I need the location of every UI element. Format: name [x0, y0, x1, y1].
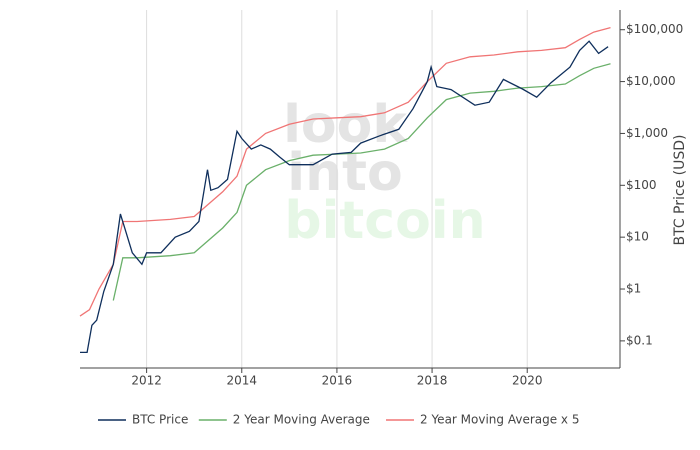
x-tick-label: 2018	[417, 374, 448, 388]
y-tick-label: $10,000	[626, 74, 676, 88]
legend-label: 2 Year Moving Average	[233, 413, 370, 427]
x-tick-label: 2020	[512, 374, 543, 388]
series-line	[79, 26, 611, 317]
y-tick-label: $10	[626, 230, 649, 244]
y-tick-label: $100	[626, 178, 657, 192]
legend-label: 2 Year Moving Average x 5	[420, 413, 579, 427]
y-axis-title: BTC Price (USD)	[672, 134, 688, 245]
x-tick-label: 2012	[131, 374, 162, 388]
x-tick-label: 2014	[226, 374, 257, 388]
series-line	[80, 40, 609, 354]
legend-label: BTC Price	[132, 413, 188, 427]
y-tick-label: $1	[626, 282, 641, 296]
y-tick-label: $0.1	[626, 333, 653, 347]
y-tick-label: $100,000	[626, 22, 683, 36]
series-line	[112, 63, 611, 301]
watermark: look	[283, 95, 408, 155]
watermark: bitcoin	[284, 191, 485, 251]
x-tick-label: 2016	[322, 374, 353, 388]
y-tick-label: $1,000	[626, 126, 668, 140]
